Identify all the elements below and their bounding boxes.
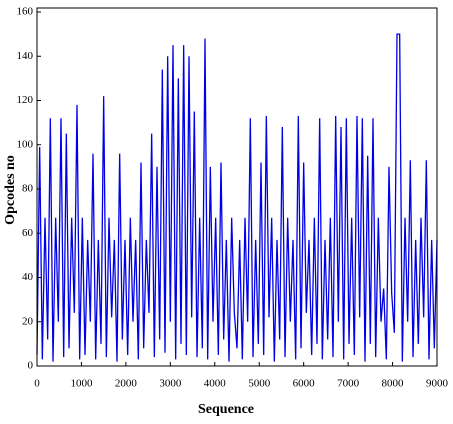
x-tick-label: 1000 [70, 378, 93, 390]
x-tick-label: 2000 [115, 378, 138, 390]
data-line [36, 33, 438, 362]
x-tick-label: 8000 [382, 378, 405, 390]
x-tick-label: 7000 [337, 378, 360, 390]
x-tick-label: 0 [34, 378, 40, 390]
y-tick-label: 160 [17, 6, 34, 18]
y-tick-label: 0 [28, 360, 34, 372]
x-tick-label: 4000 [204, 378, 227, 390]
plot-frame [36, 7, 438, 367]
y-axis-label: Opcodes no [3, 155, 18, 225]
x-axis-label: Sequence [198, 402, 254, 417]
y-tick-label: 80 [22, 183, 34, 195]
x-tick-label: 5000 [248, 378, 271, 390]
y-tick-label: 60 [22, 227, 34, 239]
x-tick-label: 6000 [293, 378, 316, 390]
x-tick-label: 9000 [426, 378, 449, 390]
y-tick-label: 120 [17, 94, 34, 106]
y-tick-label: 100 [17, 138, 34, 150]
y-tick-label: 20 [22, 315, 34, 327]
y-tick-label: 40 [22, 271, 34, 283]
x-tick-label: 3000 [159, 378, 182, 390]
y-tick-label: 140 [17, 50, 34, 62]
